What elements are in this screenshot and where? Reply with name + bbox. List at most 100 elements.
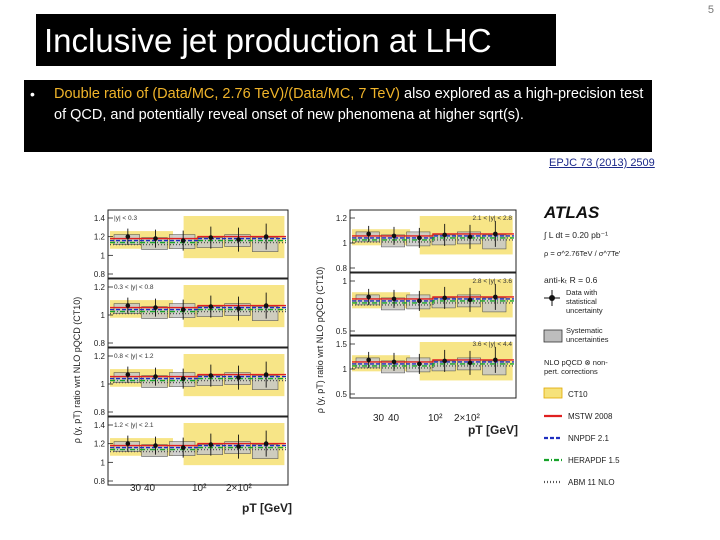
- atlas-jet-figure: ρ (y, pT) ratio wrt NLO pQCD (CT10) ρ (y…: [60, 190, 620, 520]
- right-panel-1-point-1: [366, 231, 371, 237]
- bullet-marker: •: [30, 86, 35, 102]
- right-panel-2-point-3: [417, 298, 422, 304]
- legend-pdf-label-2: MSTW 2008: [568, 412, 613, 421]
- left-panel-3-ytick-2: 1: [101, 380, 106, 389]
- left-panel-1-point-3: [180, 238, 186, 243]
- right-panel-2-point-2: [391, 296, 397, 302]
- figure-legend: ATLAS ∫ L dt = 0.20 pb⁻¹ ρ = σ^2.76TeV /…: [543, 203, 620, 487]
- left-xtick-3: 10²: [192, 483, 207, 494]
- right-panel-2-point-6: [493, 294, 498, 300]
- left-panel-3-point-1: [125, 372, 131, 377]
- left-panel-2-rapidity-label: 0.3 < |y| < 0.8: [114, 284, 154, 291]
- legend-syst-label: Systematic uncertainties: [566, 326, 609, 344]
- right-panel-1-rapidity-label: 2.1 < |y| < 2.8: [472, 215, 512, 222]
- left-panel-1-point-5: [236, 237, 241, 242]
- right-panel-3-point-6: [493, 357, 498, 363]
- left-panel-3-point-3: [180, 376, 186, 381]
- left-panel-2-curve-3: [110, 308, 286, 313]
- right-panel-2-ytick-2: 0.5: [336, 327, 348, 336]
- left-panel-1-point-2: [153, 236, 158, 241]
- left-panel-4-ytick-3: 1: [101, 458, 106, 467]
- left-panel-4-ytick-4: 0.8: [94, 477, 106, 486]
- legend-pdf-label-1: CT10: [568, 390, 588, 399]
- right-panel-1-point-6: [493, 231, 498, 237]
- right-panel-3-point-4: [442, 358, 447, 364]
- right-panel-1-ytick-2: 1: [343, 239, 348, 248]
- right-panel-2-point-5: [467, 297, 473, 303]
- bullet-text: Double ratio of (Data/MC, 2.76 TeV)/(Dat…: [54, 84, 644, 126]
- left-panel-2-point-3: [180, 307, 186, 312]
- bullet-box: • Double ratio of (Data/MC, 2.76 TeV)/(D…: [24, 80, 652, 152]
- left-panel-4-curve-2: [110, 444, 286, 449]
- left-panel-3-curve-2: [110, 375, 286, 380]
- left-panel-1-rapidity-label: |y| < 0.3: [114, 215, 137, 222]
- left-panel-3-point-4: [208, 373, 214, 378]
- legend-pdf-label-3: NNPDF 2.1: [568, 434, 609, 443]
- right-panel-2-ytick-1: 1: [343, 277, 348, 286]
- left-panel-3-rapidity-label: 0.8 < |y| < 1.2: [114, 353, 154, 360]
- right-ylabel: ρ (y, pT) ratio wrt NLO pQCD (CT10): [315, 267, 325, 413]
- right-panel-3-point-3: [417, 361, 422, 367]
- left-panel-4-ytick-2: 1.2: [94, 440, 106, 449]
- right-panel-2-curve-3: [352, 300, 514, 304]
- left-panel-4-rapidity-label: 1.2 < |y| < 2.1: [114, 422, 154, 429]
- bullet-rest: also explored as a high-precision test o…: [54, 86, 644, 123]
- left-xtick-2: 40: [144, 483, 156, 494]
- legend-pdf-label-5: ABM 11 NLO: [568, 478, 615, 487]
- legend-ratio: ρ = σ^2.76TeV / σ^7TeV: [544, 249, 620, 258]
- left-panel-4-curve-3: [110, 446, 286, 451]
- left-panel-4-ytick-1: 1.4: [94, 421, 106, 430]
- title-bar: Inclusive jet production at LHC: [36, 14, 556, 66]
- left-panel-4-point-2: [153, 443, 158, 448]
- right-panel-3-ytick-3: 0.5: [336, 390, 348, 399]
- legend-nlo-label: NLO pQCD ⊗ non-pert. corrections: [544, 358, 608, 376]
- right-panel-1-syst-box-6: [482, 234, 507, 250]
- legend-algo: anti-kₜ R = 0.6: [544, 275, 598, 285]
- right-panel-1-ytick-1: 1.2: [336, 214, 348, 223]
- left-panel-1-point-6: [263, 234, 269, 239]
- left-panel-2-point-1: [125, 303, 131, 308]
- right-panel-3-curve-3: [352, 363, 514, 367]
- left-panel-3-curve-3: [110, 377, 286, 382]
- left-panel-1-point-4: [208, 235, 214, 240]
- right-panel-3-point-2: [391, 359, 397, 365]
- right-xtick-4: 2×10²: [454, 413, 481, 424]
- right-panel-3-point-1: [366, 357, 371, 363]
- right-xlabel: pT [GeV]: [468, 423, 518, 437]
- figure-canvas: ρ (y, pT) ratio wrt NLO pQCD (CT10) ρ (y…: [72, 203, 620, 515]
- left-panel-1-curve-2: [110, 237, 286, 242]
- right-panel-3-ytick-2: 1: [343, 365, 348, 374]
- left-panel-3-point-5: [236, 375, 241, 380]
- right-panel-1-ytick-3: 0.8: [336, 264, 348, 273]
- left-panel-2-ytick-1: 1.2: [94, 283, 106, 292]
- citation-link[interactable]: EPJC 73 (2013) 2509: [549, 157, 655, 169]
- left-panel-1-ytick-4: 0.8: [94, 270, 106, 279]
- right-xtick-3: 10²: [428, 413, 443, 424]
- legend-pdf-label-4: HERAPDF 1.5: [568, 456, 620, 465]
- left-panel-2-point-4: [208, 304, 214, 309]
- right-panel-3-curve-2: [352, 361, 514, 365]
- bullet-highlight: Double ratio of (Data/MC, 2.76 TeV)/(Dat…: [54, 86, 400, 102]
- left-xtick-1: 30: [130, 483, 142, 494]
- left-panel-2-curve-2: [110, 306, 286, 311]
- left-panel-1-curve-3: [110, 239, 286, 244]
- left-panel-4-syst-box-6: [252, 444, 279, 459]
- left-panel-2-point-6: [263, 303, 269, 308]
- right-panel-2-point-4: [442, 295, 447, 301]
- left-panel-1-syst-box-6: [252, 237, 279, 252]
- right-panel-1-point-2: [391, 233, 397, 239]
- legend-pdf-swatch-1: [543, 387, 563, 399]
- left-panel-1-point-1: [125, 234, 131, 239]
- left-xlabel: pT [GeV]: [242, 501, 292, 515]
- right-panel-3-syst-box-6: [482, 360, 507, 376]
- left-panel-4-point-4: [208, 442, 214, 447]
- right-panel-1-curve-3: [352, 237, 514, 241]
- left-panel-4-point-5: [236, 444, 241, 449]
- right-panel-2-rapidity-label: 2.8 < |y| < 3.6: [472, 278, 512, 285]
- left-panel-2-ytick-3: 0.8: [94, 339, 106, 348]
- right-panel-1-point-4: [442, 232, 447, 238]
- left-panel-1-ytick-2: 1.2: [94, 233, 106, 242]
- left-panel-3-point-6: [263, 372, 269, 377]
- right-panel-1-point-3: [417, 235, 422, 241]
- legend-experiment: ATLAS: [543, 203, 600, 222]
